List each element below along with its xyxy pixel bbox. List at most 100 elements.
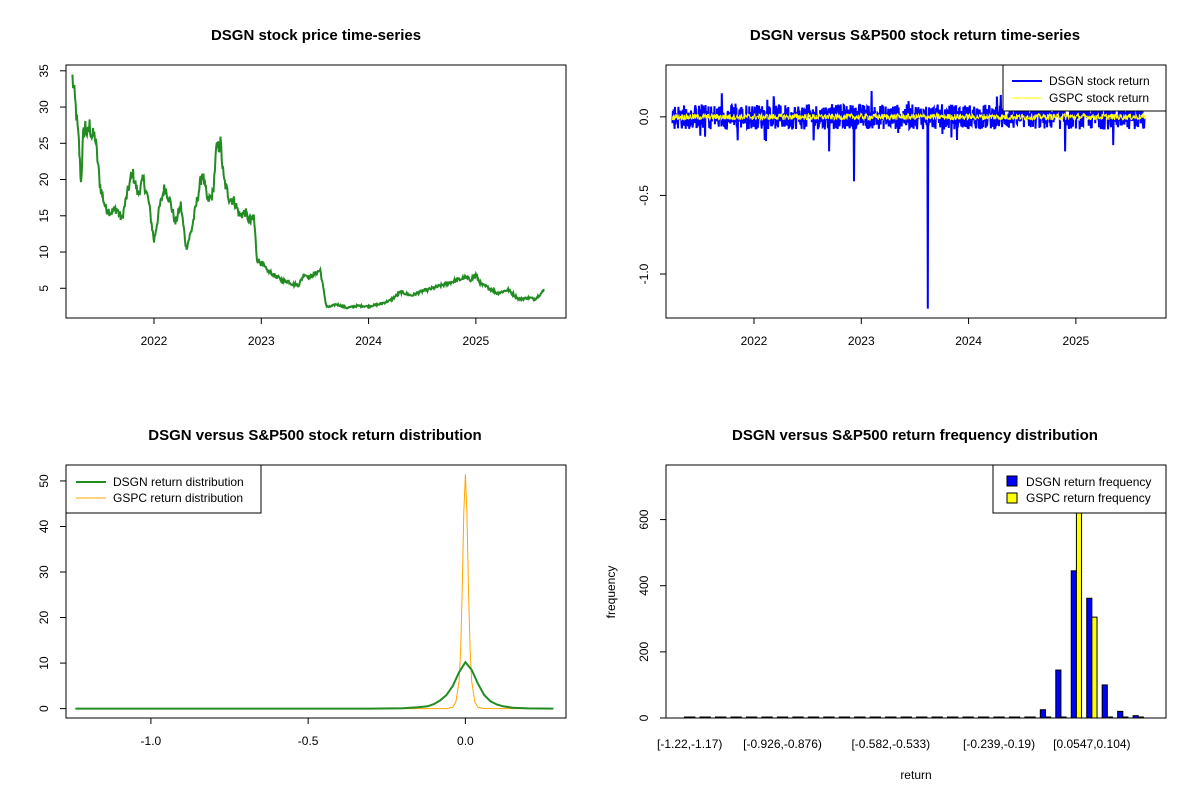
- histogram-dsgn-bar: [962, 716, 969, 719]
- density-y-tick-label: 50: [37, 474, 51, 488]
- histogram-y-tick-label: 200: [637, 642, 651, 662]
- density-legend-box: [65, 464, 262, 514]
- density-y-tick-label: 20: [37, 611, 51, 625]
- returns-legend-gspc-label: GSPC stock return: [1049, 91, 1149, 105]
- histogram-gspc-bar: [936, 716, 943, 719]
- histogram-y-tick-label: 400: [637, 575, 651, 595]
- density-y-tick-label: 30: [37, 565, 51, 579]
- histogram-dsgn-bar: [931, 716, 938, 719]
- histogram-dsgn-bar: [699, 716, 706, 719]
- density-dsgn-line: [75, 660, 554, 710]
- histogram-gspc-bar: [797, 716, 804, 719]
- histogram-gspc-bar: [720, 716, 727, 719]
- histogram-gspc-bar: [843, 716, 851, 719]
- returns-y-tick-label: -1.0: [637, 263, 651, 284]
- histogram-x-tick-label: [0.0547,0.104): [1053, 737, 1130, 751]
- histogram-dsgn-bar: [1117, 710, 1124, 719]
- histogram-dsgn-bar: [730, 716, 737, 719]
- histogram-y-tick-label: 600: [637, 509, 651, 529]
- histogram-gspc-bar: [998, 716, 1005, 719]
- density-y-tick-label: 0: [37, 705, 51, 712]
- histogram-legend-dsgn-label: DSGN return frequency: [1026, 475, 1151, 489]
- price-y-tick-label: 5: [37, 285, 51, 292]
- histogram-gspc-bar: [890, 716, 897, 719]
- histogram-gspc-bar: [967, 716, 974, 719]
- histogram-dsgn-bar: [807, 716, 814, 719]
- histogram-legend: DSGN return frequency GSPC return freque…: [992, 464, 1167, 514]
- histogram-dsgn-bar: [1101, 684, 1108, 719]
- histogram-legend-gspc-label: GSPC return frequency: [1026, 491, 1151, 505]
- histogram-xlabel: return: [900, 768, 931, 782]
- returns-gspc-line: [671, 111, 1145, 122]
- density-gspc-line: [75, 474, 554, 710]
- histogram-dsgn-bar: [684, 716, 691, 719]
- histogram-gspc-bar: [1091, 616, 1098, 719]
- histogram-dsgn-bar: [900, 716, 907, 719]
- density-legend: DSGN return distribution GSPC return dis…: [65, 464, 262, 514]
- price-y-tick-label: 25: [37, 136, 51, 150]
- histogram-gspc-bar: [812, 716, 820, 719]
- histogram-dsgn-bar: [761, 716, 768, 719]
- returns-x-tick-label: 2024: [955, 334, 982, 348]
- histogram-gspc-bar: [874, 716, 881, 719]
- histogram-gspc-bar: [859, 716, 866, 719]
- histogram-gspc-bar: [766, 716, 773, 719]
- histogram-dsgn-bar: [869, 716, 876, 719]
- histogram-marks: 0 200 400 600 [-1.22,-1.17) [-0.926,-0.876) [-…: [637, 502, 1144, 751]
- histogram-gspc-bar: [952, 716, 959, 719]
- histogram-title: DSGN versus S&P500 return frequency dist…: [732, 427, 1098, 444]
- histogram-dsgn-bar: [854, 716, 861, 719]
- histogram-dsgn-bar: [885, 716, 892, 719]
- histogram-gspc-bar: [1106, 716, 1113, 719]
- price-x-tick-label: 2023: [248, 334, 275, 348]
- histogram-gspc-bar: [1044, 716, 1052, 719]
- density-title: DSGN versus S&P500 stock return distribu…: [148, 427, 481, 444]
- histogram-gspc-bar: [983, 716, 990, 719]
- histogram-x-tick-label: [-1.22,-1.17): [657, 737, 722, 751]
- histogram-dsgn-bar: [745, 716, 753, 719]
- histogram-panel: DSGN versus S&P500 return frequency dist…: [604, 427, 1167, 782]
- histogram-dsgn-bar: [776, 716, 784, 719]
- histogram-gspc-bar: [782, 716, 789, 719]
- histogram-gspc-bar: [828, 716, 835, 719]
- density-x-tick-label: -0.5: [298, 734, 319, 748]
- histogram-dsgn-bar: [792, 716, 799, 719]
- histogram-gspc-bar: [704, 716, 711, 719]
- density-marks: -1.0 -0.5 0.0 0 10 20 30 40 50: [37, 474, 554, 748]
- price-y-tick-label: 10: [37, 245, 51, 259]
- histogram-dsgn-bar: [1086, 597, 1093, 719]
- price-line: [71, 74, 545, 310]
- histogram-gspc-bar: [921, 716, 928, 719]
- returns-dsgn-line: [671, 90, 1146, 309]
- returns-y-tick-label: 0.0: [637, 108, 651, 125]
- returns-title: DSGN versus S&P500 stock return time-ser…: [750, 27, 1080, 44]
- density-x-tick-label: -1.0: [141, 734, 162, 748]
- price-panel: DSGN stock price time-series 2022 2023 202…: [37, 27, 567, 348]
- histogram-gspc-bar: [905, 716, 912, 719]
- density-x-tick-label: 0.0: [457, 734, 474, 748]
- histogram-gspc-bar: [1075, 502, 1083, 719]
- histogram-gspc-bar: [751, 716, 758, 719]
- histogram-gspc-bar: [1029, 716, 1036, 719]
- histogram-gspc-bar: [689, 716, 696, 719]
- density-legend-gspc-label: GSPC return distribution: [113, 491, 243, 505]
- price-y-tick-label: 30: [37, 100, 51, 114]
- returns-legend-box: [1002, 64, 1167, 112]
- histogram-legend-dsgn-swatch: [1006, 475, 1018, 487]
- histogram-dsgn-bar: [838, 716, 845, 719]
- returns-legend: DSGN stock return GSPC stock return: [1002, 64, 1167, 112]
- histogram-dsgn-bar: [947, 716, 954, 719]
- histogram-gspc-bar: [1014, 716, 1021, 719]
- histogram-dsgn-bar: [1070, 570, 1077, 719]
- density-legend-dsgn-label: DSGN return distribution: [113, 475, 244, 489]
- returns-x-tick-label: 2025: [1063, 334, 1090, 348]
- price-x-tick-label: 2024: [355, 334, 382, 348]
- histogram-gspc-bar: [1137, 716, 1144, 719]
- histogram-ylabel: frequency: [604, 566, 618, 619]
- price-y-tick-label: 35: [37, 64, 51, 78]
- density-y-tick-label: 40: [37, 519, 51, 533]
- histogram-gspc-bar: [1122, 716, 1129, 719]
- price-title: DSGN stock price time-series: [211, 27, 421, 44]
